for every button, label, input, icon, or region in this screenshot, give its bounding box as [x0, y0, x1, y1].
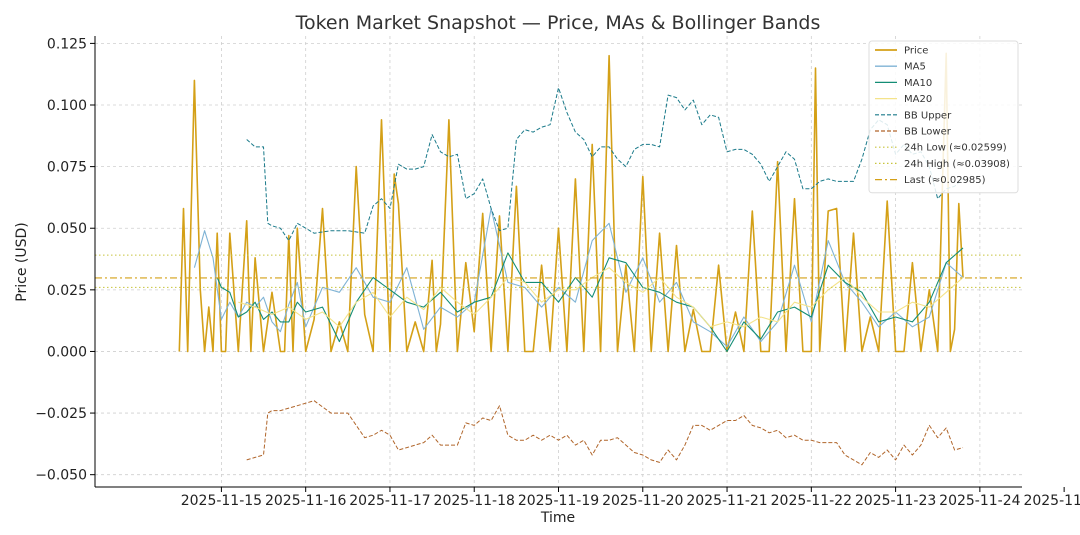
series-line-4	[246, 87, 964, 242]
x-tick-label: 2025-11-19	[518, 493, 599, 509]
legend-label-5: BB Lower	[904, 127, 952, 138]
legend-label-0: Price	[904, 46, 928, 57]
legend-label-4: BB Upper	[904, 110, 952, 121]
axis-layer: −0.050 −0.025 0.000 0.025 0.050 0.075 0.100 0.1…	[35, 36, 1080, 509]
series-line-0	[178, 52, 964, 353]
y-tick-label: 0.050	[47, 221, 87, 237]
y-tick-label: 0.075	[47, 160, 87, 176]
series-line-3	[238, 267, 964, 328]
y-tick-label: −0.050	[35, 468, 87, 484]
legend-label-8: Last (≈0.02985)	[904, 175, 986, 186]
legend-label-2: MA10	[904, 78, 932, 89]
x-tick-label: 2025-11-15	[181, 493, 262, 509]
series-line-2	[216, 247, 964, 353]
x-tick-label: 2025-11-16	[265, 493, 346, 509]
legend-label-7: 24h High (≈0.03908)	[904, 159, 1010, 170]
x-tick-label: 2025-11-24	[939, 493, 1020, 509]
legend: Price MA5 MA10 MA20 BB Upper BB Lower 24h Low …	[868, 40, 1019, 194]
series-layer	[95, 52, 1022, 466]
series-line-5	[246, 400, 964, 466]
legend-label-3: MA20	[904, 94, 932, 105]
x-axis-label: Time	[540, 510, 575, 526]
x-tick-label: 2025-11-17	[349, 493, 430, 509]
legend-label-6: 24h Low (≈0.02599)	[904, 143, 1007, 154]
x-tick-label: 2025-11-23	[855, 493, 936, 509]
chart-title: Token Market Snapshot — Price, MAs & Bol…	[295, 12, 821, 34]
y-tick-label: 0.100	[47, 98, 87, 114]
x-tick-label: 2025-11-25	[1023, 493, 1080, 509]
y-tick-label: 0.025	[47, 283, 87, 299]
x-tick-label: 2025-11-22	[771, 493, 852, 509]
x-tick-label: 2025-11-20	[602, 493, 683, 509]
legend-box	[868, 40, 1019, 194]
x-tick-label: 2025-11-18	[434, 493, 515, 509]
y-tick-label: 0.000	[47, 344, 87, 360]
y-axis-label: Price (USD)	[14, 222, 30, 301]
x-tick-label: 2025-11-21	[686, 493, 767, 509]
y-tick-label: 0.125	[47, 36, 87, 52]
legend-label-1: MA5	[904, 62, 926, 73]
y-tick-label: −0.025	[35, 406, 87, 422]
